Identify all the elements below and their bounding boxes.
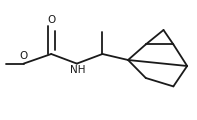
Text: O: O (20, 51, 28, 61)
Text: NH: NH (70, 65, 85, 75)
Text: O: O (47, 15, 55, 25)
